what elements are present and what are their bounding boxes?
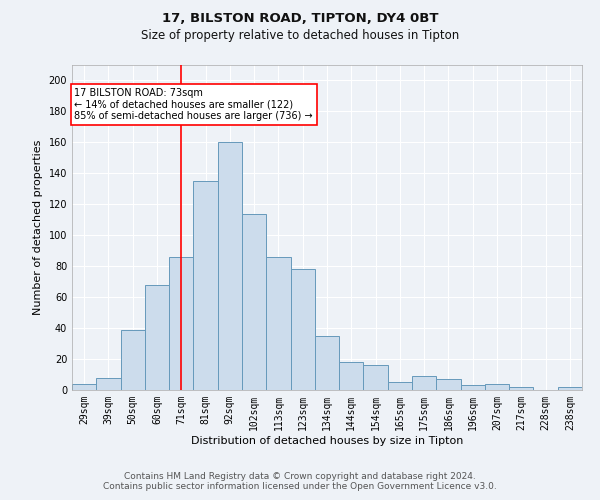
Bar xyxy=(169,257,193,390)
X-axis label: Distribution of detached houses by size in Tipton: Distribution of detached houses by size … xyxy=(191,436,463,446)
Bar xyxy=(315,336,339,390)
Bar xyxy=(96,378,121,390)
Bar xyxy=(461,386,485,390)
Bar xyxy=(145,285,169,390)
Bar xyxy=(266,257,290,390)
Bar xyxy=(558,387,582,390)
Y-axis label: Number of detached properties: Number of detached properties xyxy=(33,140,43,315)
Bar xyxy=(412,376,436,390)
Bar xyxy=(242,214,266,390)
Bar xyxy=(193,181,218,390)
Bar xyxy=(364,365,388,390)
Bar xyxy=(218,142,242,390)
Bar xyxy=(388,382,412,390)
Bar xyxy=(72,384,96,390)
Bar xyxy=(436,379,461,390)
Bar xyxy=(121,330,145,390)
Text: Contains HM Land Registry data © Crown copyright and database right 2024.: Contains HM Land Registry data © Crown c… xyxy=(124,472,476,481)
Text: 17, BILSTON ROAD, TIPTON, DY4 0BT: 17, BILSTON ROAD, TIPTON, DY4 0BT xyxy=(162,12,438,26)
Bar xyxy=(339,362,364,390)
Bar xyxy=(509,387,533,390)
Bar xyxy=(290,270,315,390)
Text: 17 BILSTON ROAD: 73sqm
← 14% of detached houses are smaller (122)
85% of semi-de: 17 BILSTON ROAD: 73sqm ← 14% of detached… xyxy=(74,88,313,122)
Bar xyxy=(485,384,509,390)
Text: Contains public sector information licensed under the Open Government Licence v3: Contains public sector information licen… xyxy=(103,482,497,491)
Text: Size of property relative to detached houses in Tipton: Size of property relative to detached ho… xyxy=(141,29,459,42)
